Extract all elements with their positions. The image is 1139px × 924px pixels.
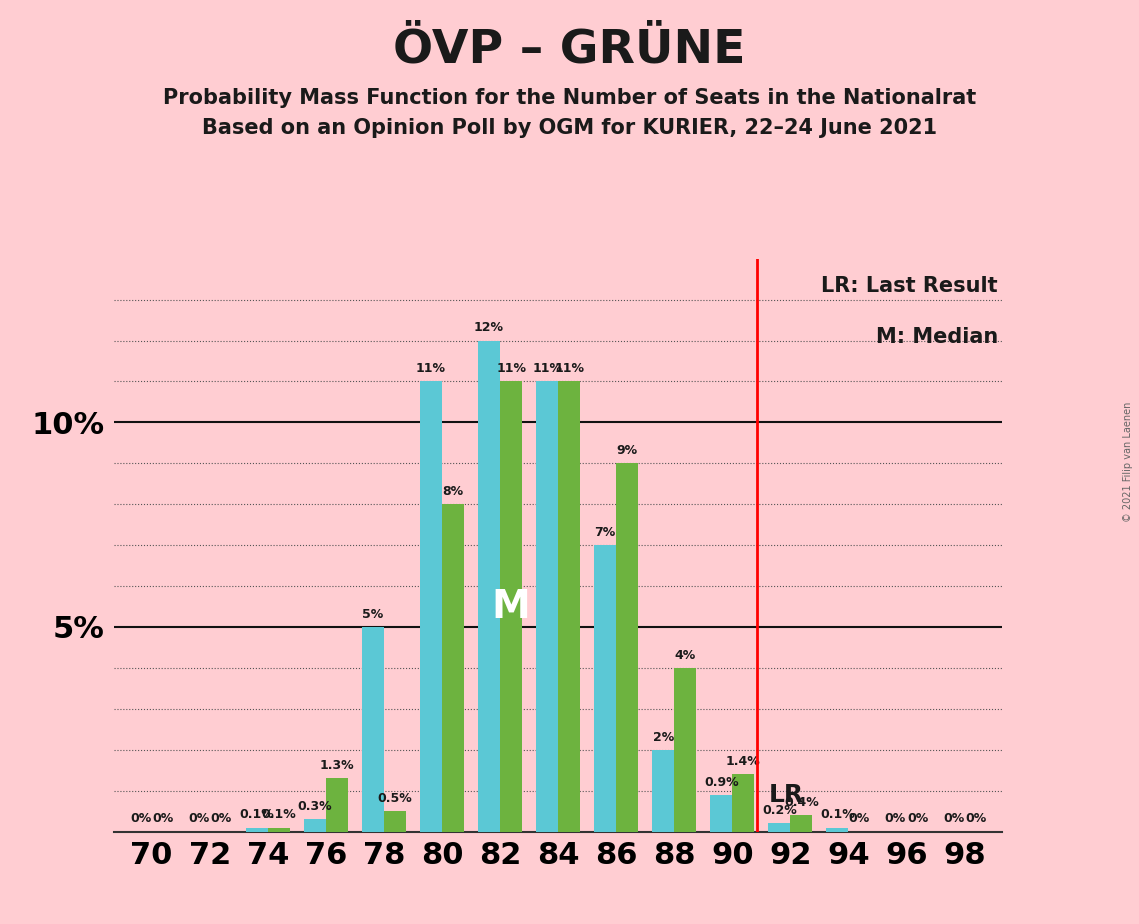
Bar: [384, 811, 405, 832]
Text: 4%: 4%: [674, 649, 696, 662]
Text: LR: LR: [769, 783, 804, 807]
Bar: [827, 828, 849, 832]
Text: 11%: 11%: [497, 362, 526, 375]
Bar: [732, 774, 754, 832]
Text: 0%: 0%: [965, 812, 986, 825]
Text: 0.9%: 0.9%: [704, 775, 738, 789]
Text: M: Median: M: Median: [876, 327, 998, 347]
Text: 0%: 0%: [210, 812, 231, 825]
Text: 0%: 0%: [907, 812, 928, 825]
Bar: [442, 505, 464, 832]
Text: LR: Last Result: LR: Last Result: [821, 276, 998, 296]
Text: 1.4%: 1.4%: [726, 755, 761, 768]
Bar: [769, 823, 790, 832]
Bar: [478, 341, 500, 832]
Text: 8%: 8%: [442, 485, 464, 498]
Text: M: M: [492, 588, 531, 626]
Text: 0%: 0%: [151, 812, 173, 825]
Text: Probability Mass Function for the Number of Seats in the Nationalrat: Probability Mass Function for the Number…: [163, 88, 976, 108]
Text: 0.4%: 0.4%: [784, 796, 819, 809]
Text: 0%: 0%: [943, 812, 965, 825]
Text: 0.1%: 0.1%: [262, 808, 296, 821]
Text: 1.3%: 1.3%: [320, 760, 354, 772]
Bar: [268, 828, 289, 832]
Text: 0.3%: 0.3%: [297, 800, 333, 813]
Text: 7%: 7%: [595, 526, 616, 539]
Bar: [616, 463, 638, 832]
Bar: [326, 778, 347, 832]
Bar: [304, 820, 326, 832]
Bar: [711, 795, 732, 832]
Bar: [500, 382, 522, 832]
Text: 0.1%: 0.1%: [820, 808, 854, 821]
Bar: [595, 545, 616, 832]
Bar: [420, 382, 442, 832]
Bar: [790, 815, 812, 832]
Bar: [674, 668, 696, 832]
Text: 12%: 12%: [474, 322, 505, 334]
Text: Based on an Opinion Poll by OGM for KURIER, 22–24 June 2021: Based on an Opinion Poll by OGM for KURI…: [202, 118, 937, 139]
Bar: [246, 828, 268, 832]
Text: 5%: 5%: [362, 608, 384, 621]
Text: 0%: 0%: [188, 812, 210, 825]
Bar: [653, 749, 674, 832]
Bar: [362, 627, 384, 832]
Text: 0.2%: 0.2%: [762, 804, 796, 817]
Text: 0%: 0%: [130, 812, 151, 825]
Bar: [536, 382, 558, 832]
Text: 11%: 11%: [532, 362, 562, 375]
Text: 11%: 11%: [416, 362, 446, 375]
Text: 0.1%: 0.1%: [239, 808, 274, 821]
Bar: [558, 382, 580, 832]
Text: 2%: 2%: [653, 731, 674, 744]
Text: 11%: 11%: [555, 362, 584, 375]
Text: 0%: 0%: [885, 812, 907, 825]
Text: ÖVP – GRÜNE: ÖVP – GRÜNE: [393, 28, 746, 73]
Text: 0%: 0%: [849, 812, 870, 825]
Text: © 2021 Filip van Laenen: © 2021 Filip van Laenen: [1123, 402, 1133, 522]
Text: 0.5%: 0.5%: [377, 792, 412, 805]
Text: 9%: 9%: [616, 444, 638, 457]
